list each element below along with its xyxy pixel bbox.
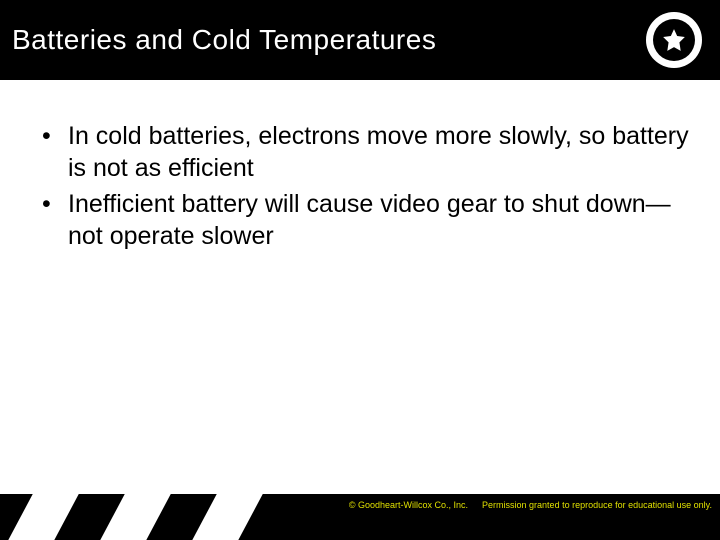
star-icon xyxy=(661,27,687,53)
slide-title: Batteries and Cold Temperatures xyxy=(12,24,436,56)
bullet-item: In cold batteries, electrons move more s… xyxy=(30,120,690,184)
footer-stripe xyxy=(177,494,276,540)
star-badge xyxy=(646,12,702,68)
footer-stripe xyxy=(0,494,93,540)
slide-footer: © Goodheart-Willcox Co., Inc. Permission … xyxy=(0,494,720,540)
footer-stripe xyxy=(85,494,184,540)
slide-header: Batteries and Cold Temperatures xyxy=(0,0,720,80)
footer-text: © Goodheart-Willcox Co., Inc. Permission … xyxy=(349,500,712,510)
bullet-item: Inefficient battery will cause video gea… xyxy=(30,188,690,252)
copyright-text: © Goodheart-Willcox Co., Inc. xyxy=(349,500,468,510)
permission-text: Permission granted to reproduce for educ… xyxy=(482,500,712,510)
star-badge-inner xyxy=(653,19,695,61)
bullet-list: In cold batteries, electrons move more s… xyxy=(30,120,690,252)
slide-content: In cold batteries, electrons move more s… xyxy=(0,80,720,252)
